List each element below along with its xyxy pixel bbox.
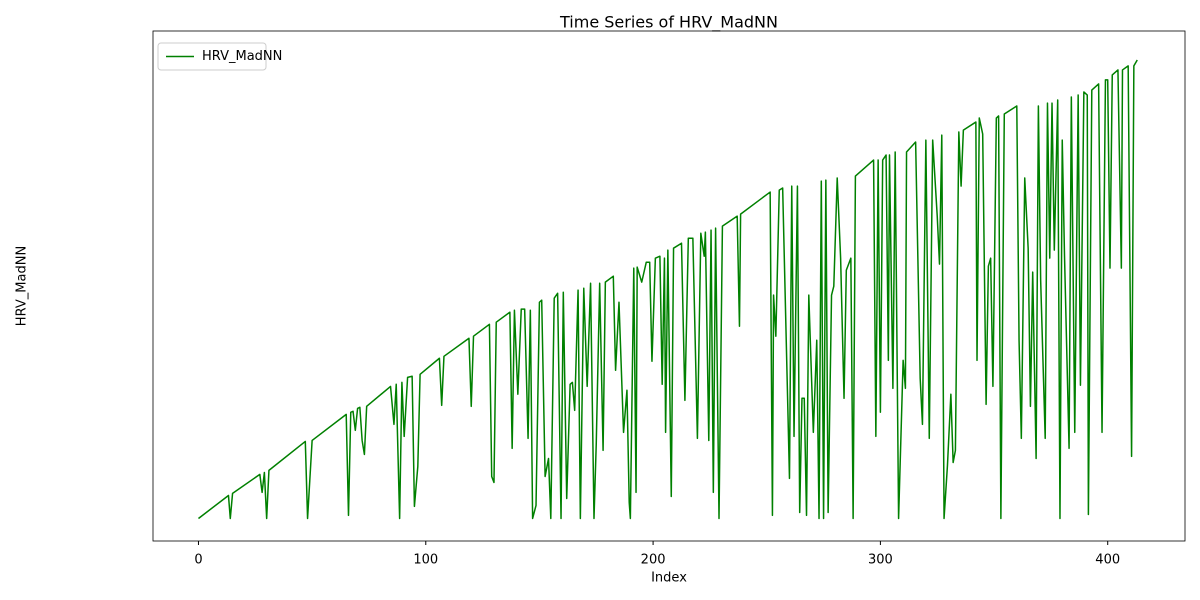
legend-box <box>157 42 267 71</box>
x-tick-label: 300 <box>868 553 893 568</box>
x-tick-label: 400 <box>1095 553 1120 568</box>
legend-label: HRV_MadNN <box>202 49 282 64</box>
chart-title: Time Series of HRV_MadNN <box>559 13 778 33</box>
axes-frame <box>152 30 1186 542</box>
x-axis-label: Index <box>651 571 687 586</box>
x-tick-label: 200 <box>641 553 666 568</box>
x-tick-label: 0 <box>194 553 202 568</box>
y-axis-label: HRV_MadNN <box>15 246 30 326</box>
x-tick-label: 100 <box>413 553 438 568</box>
line-series <box>198 59 1138 520</box>
